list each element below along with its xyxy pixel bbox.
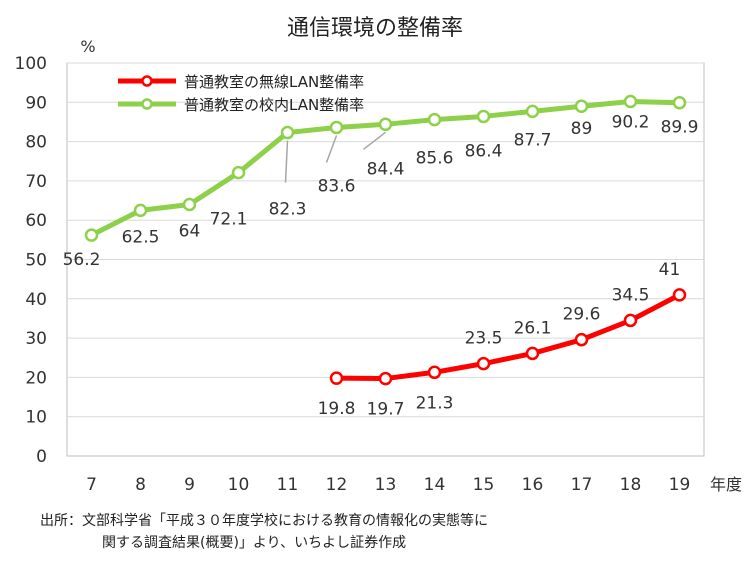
data-label: 41 xyxy=(659,260,681,280)
data-label: 19.8 xyxy=(318,399,356,419)
legend-swatch-marker xyxy=(141,75,153,87)
data-label: 90.2 xyxy=(612,113,650,133)
y-tick-label: 0 xyxy=(36,447,47,467)
leader-line xyxy=(325,135,338,163)
series-2-point xyxy=(623,94,638,109)
series-1-point xyxy=(623,313,638,328)
x-tick-label: 12 xyxy=(326,475,348,495)
y-tick-label: 70 xyxy=(25,172,47,192)
chart-title: 通信環境の整備率 xyxy=(286,16,463,41)
data-label: 29.6 xyxy=(563,305,601,325)
series-2-point xyxy=(133,203,148,218)
data-label: 56.2 xyxy=(63,250,101,270)
series-1-point xyxy=(329,371,344,385)
y-tick-label: 30 xyxy=(25,329,47,349)
y-tick-label: 40 xyxy=(25,290,47,310)
y-tick-label: 100 xyxy=(15,54,47,74)
data-label: 86.4 xyxy=(465,141,503,161)
x-tick-label: 13 xyxy=(375,475,397,495)
source-line-1: 出所：文部科学省「平成３０年度学校における教育の情報化の実態等に xyxy=(40,513,488,529)
series-2-point xyxy=(378,117,393,132)
series-2-point xyxy=(427,112,442,127)
legend-label: 普通教室の校内LAN整備率 xyxy=(184,96,364,114)
x-tick-label: 10 xyxy=(228,475,250,495)
leader-line xyxy=(284,140,289,183)
series-2-point xyxy=(525,104,540,119)
series-1-point xyxy=(672,288,687,302)
y-tick-label: 20 xyxy=(25,368,47,388)
legend-swatch-marker xyxy=(141,98,153,110)
y-tick-label: 80 xyxy=(25,133,47,153)
x-tick-label: 11 xyxy=(277,475,299,495)
series-2-point xyxy=(476,109,491,124)
series-2-point xyxy=(231,165,246,180)
x-tick-label: 19 xyxy=(669,475,691,495)
series-2-point xyxy=(280,125,295,140)
y-tick-label: 10 xyxy=(25,408,47,428)
x-tick-label: 7 xyxy=(86,475,97,495)
series-2-point xyxy=(84,228,99,242)
x-tick-label: 17 xyxy=(571,475,593,495)
data-label: 84.4 xyxy=(367,159,405,179)
series-1-point xyxy=(574,332,589,347)
series-1-point xyxy=(476,356,491,371)
x-tick-label: 8 xyxy=(135,475,146,495)
y-tick-label: 90 xyxy=(25,93,47,113)
series-line-1 xyxy=(334,292,682,382)
x-tick-label: 15 xyxy=(473,475,495,495)
source-line-2: 関する調査結果(概要)」より、いちよし証券作成 xyxy=(102,535,407,551)
data-label: 19.7 xyxy=(367,400,405,420)
data-label: 89 xyxy=(571,119,593,139)
data-label: 83.6 xyxy=(318,176,356,196)
x-tick-label: 14 xyxy=(424,475,446,495)
series-1-point xyxy=(427,365,442,380)
leader-line xyxy=(363,131,386,150)
data-label: 85.6 xyxy=(416,149,454,169)
data-label: 26.1 xyxy=(514,318,552,338)
data-label: 87.7 xyxy=(514,130,552,150)
x-tick-label: 9 xyxy=(184,475,195,495)
data-label: 21.3 xyxy=(416,393,454,413)
series-2-point xyxy=(672,95,687,110)
series-1-point xyxy=(378,371,393,386)
data-label: 62.5 xyxy=(122,227,160,247)
series-2-point xyxy=(574,99,589,113)
y-axis-unit: % xyxy=(80,37,95,56)
x-axis-unit: 年度 xyxy=(710,475,742,494)
series-1-point xyxy=(525,346,540,361)
data-label: 34.5 xyxy=(612,285,650,305)
y-tick-label: 60 xyxy=(25,211,47,231)
data-label: 82.3 xyxy=(269,200,307,220)
series-2-point xyxy=(182,197,197,212)
y-tick-label: 50 xyxy=(25,251,47,271)
data-label: 23.5 xyxy=(465,329,503,349)
source-note: 出所：文部科学省「平成３０年度学校における教育の情報化の実態等に 関する調査結果… xyxy=(40,510,488,554)
data-label: 89.9 xyxy=(661,118,699,138)
data-label: 72.1 xyxy=(210,210,248,230)
x-tick-label: 18 xyxy=(620,475,642,495)
series-2-point xyxy=(329,120,344,135)
x-tick-label: 16 xyxy=(522,475,544,495)
legend-label: 普通教室の無線LAN整備率 xyxy=(184,73,364,91)
data-label: 64 xyxy=(179,221,201,241)
